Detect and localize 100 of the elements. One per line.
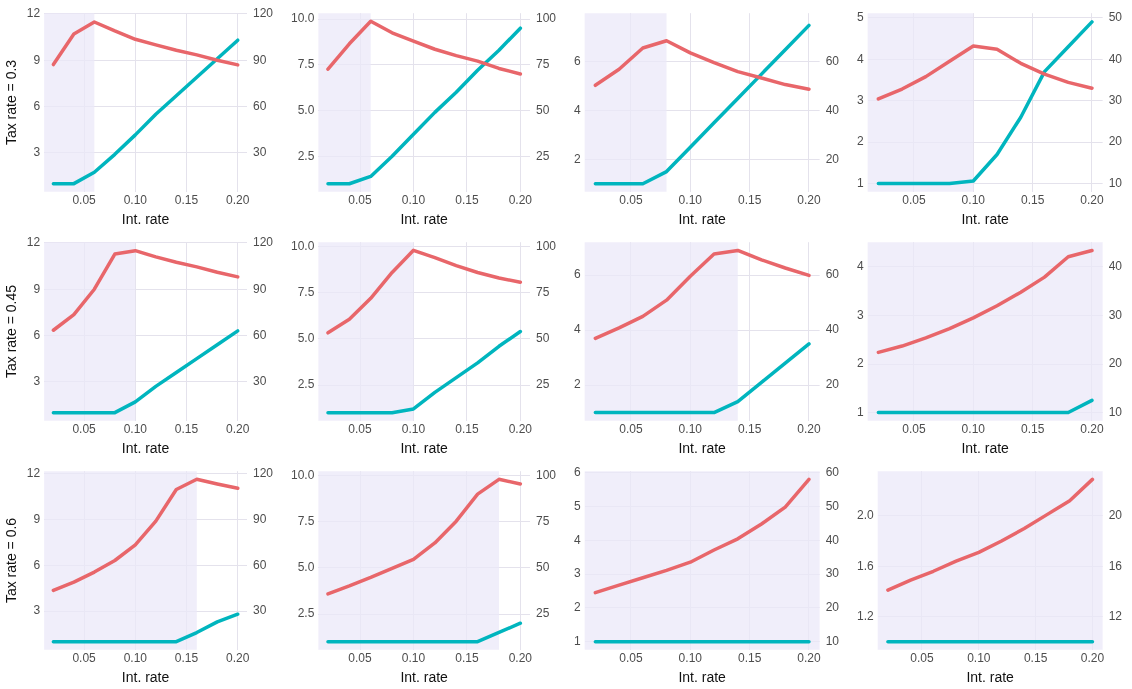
- x-axis-title: Int. rate: [121, 440, 170, 457]
- y2-tick-label: 30: [1108, 92, 1123, 107]
- y-tick-label: 2: [856, 134, 864, 149]
- y-tick-label: 10.0: [291, 467, 315, 482]
- x-tick-label: 0.05: [348, 651, 373, 666]
- y-tick-label: 2: [573, 600, 581, 615]
- x-tick-label: 0.05: [619, 193, 643, 208]
- y2-tick-label: 40: [1108, 51, 1123, 66]
- x-tick-label: 0.15: [737, 422, 762, 437]
- y2-tick-label: 75: [535, 57, 550, 72]
- y2-tick-label: 12: [1108, 608, 1123, 623]
- y2-tick-label: 10: [1108, 404, 1123, 419]
- y2-tick-label: 50: [535, 560, 550, 575]
- y-tick-label: 1.6: [856, 558, 874, 573]
- y-tick-label: 10.0: [291, 238, 315, 253]
- y-tick-label: 4: [573, 322, 581, 337]
- y2-tick-label: 20: [825, 151, 840, 166]
- x-tick-label: 0.10: [961, 422, 986, 437]
- x-tick-label: 0.10: [678, 422, 703, 437]
- y-tick-label: 5.0: [297, 331, 315, 346]
- y2-tick-label: 30: [252, 603, 267, 618]
- x-axis-title: Int. rate: [678, 669, 727, 686]
- y2-tick-label: 20: [825, 600, 840, 615]
- y-axis-title: Tax rate = 0.3: [3, 59, 20, 146]
- y-tick-label: 5: [856, 10, 864, 25]
- y2-tick-label: 60: [825, 54, 840, 69]
- y-tick-label: 9: [33, 511, 41, 526]
- x-axis-title: Int. rate: [400, 669, 449, 686]
- y-tick-label: 1.2: [856, 608, 874, 623]
- x-tick-label: 0.10: [401, 651, 426, 666]
- y2-tick-label: 30: [825, 566, 840, 581]
- x-tick-label: 0.20: [1080, 651, 1105, 666]
- x-tick-label: 0.10: [961, 193, 986, 208]
- y2-tick-label: 50: [825, 498, 840, 513]
- y-tick-label: 12: [26, 235, 41, 250]
- y-tick-label: 4: [856, 259, 864, 274]
- y2-tick-label: 120: [252, 6, 274, 21]
- x-tick-label: 0.15: [455, 422, 479, 437]
- x-tick-label: 0.20: [226, 193, 250, 208]
- y-tick-label: 4: [573, 532, 581, 547]
- y2-tick-label: 90: [252, 281, 267, 296]
- x-tick-label: 0.20: [797, 422, 821, 437]
- x-axis-title: Int. rate: [966, 669, 1015, 686]
- x-tick-label: 0.20: [508, 651, 533, 666]
- y2-tick-label: 100: [535, 467, 557, 482]
- x-tick-label: 0.15: [174, 422, 199, 437]
- x-tick-label: 0.15: [455, 651, 479, 666]
- y-tick-label: 5.0: [297, 560, 315, 575]
- y-tick-label: 5.0: [297, 102, 315, 117]
- y-tick-label: 1: [856, 175, 864, 190]
- y-tick-label: 9: [33, 52, 41, 67]
- x-tick-label: 0.15: [1023, 651, 1048, 666]
- y-tick-label: 2.0: [856, 508, 874, 523]
- y-tick-label: 2: [573, 377, 581, 392]
- x-tick-label: 0.05: [619, 651, 643, 666]
- y2-tick-label: 50: [535, 102, 550, 117]
- x-tick-label: 0.15: [455, 193, 479, 208]
- y2-tick-label: 40: [825, 322, 840, 337]
- y-tick-label: 3: [856, 92, 864, 107]
- x-axis-title: Int. rate: [961, 440, 1010, 457]
- y-tick-label: 12: [26, 466, 41, 481]
- y-tick-label: 6: [33, 98, 41, 113]
- y2-tick-label: 25: [535, 377, 550, 392]
- x-tick-label: 0.15: [1020, 193, 1045, 208]
- x-tick-label: 0.15: [174, 651, 199, 666]
- x-tick-label: 0.05: [910, 651, 934, 666]
- y2-tick-label: 40: [1108, 259, 1123, 274]
- y2-tick-label: 120: [252, 466, 274, 481]
- y2-tick-label: 20: [1108, 508, 1123, 523]
- y2-tick-label: 40: [825, 102, 840, 117]
- y-tick-label: 4: [856, 51, 864, 66]
- y-tick-label: 2.5: [297, 377, 315, 392]
- y-tick-label: 6: [573, 267, 581, 282]
- y-tick-label: 6: [33, 557, 41, 572]
- y2-tick-label: 30: [252, 374, 267, 389]
- y2-tick-label: 60: [252, 327, 267, 342]
- y2-tick-label: 20: [825, 377, 840, 392]
- y2-tick-label: 10: [1108, 175, 1123, 190]
- x-tick-label: 0.05: [72, 651, 97, 666]
- x-tick-label: 0.10: [401, 193, 426, 208]
- y-tick-label: 3: [856, 307, 864, 322]
- x-axis-title: Int. rate: [121, 669, 170, 686]
- x-tick-label: 0.20: [797, 651, 821, 666]
- x-tick-label: 0.05: [72, 422, 97, 437]
- y2-tick-label: 90: [252, 511, 267, 526]
- y2-tick-label: 60: [252, 98, 267, 113]
- x-tick-label: 0.20: [226, 422, 250, 437]
- y2-tick-label: 50: [1108, 10, 1123, 25]
- x-tick-label: 0.10: [401, 422, 426, 437]
- y-tick-label: 1: [573, 633, 581, 648]
- y2-tick-label: 20: [1108, 356, 1123, 371]
- y2-tick-label: 30: [1108, 307, 1123, 322]
- y2-tick-label: 75: [535, 514, 550, 529]
- x-axis-title: Int. rate: [400, 440, 449, 457]
- y2-tick-label: 60: [825, 267, 840, 282]
- x-tick-label: 0.10: [967, 651, 991, 666]
- y-tick-label: 10.0: [291, 11, 315, 26]
- y2-tick-label: 90: [252, 52, 267, 67]
- y2-tick-label: 20: [1108, 134, 1123, 149]
- y2-tick-label: 40: [825, 532, 840, 547]
